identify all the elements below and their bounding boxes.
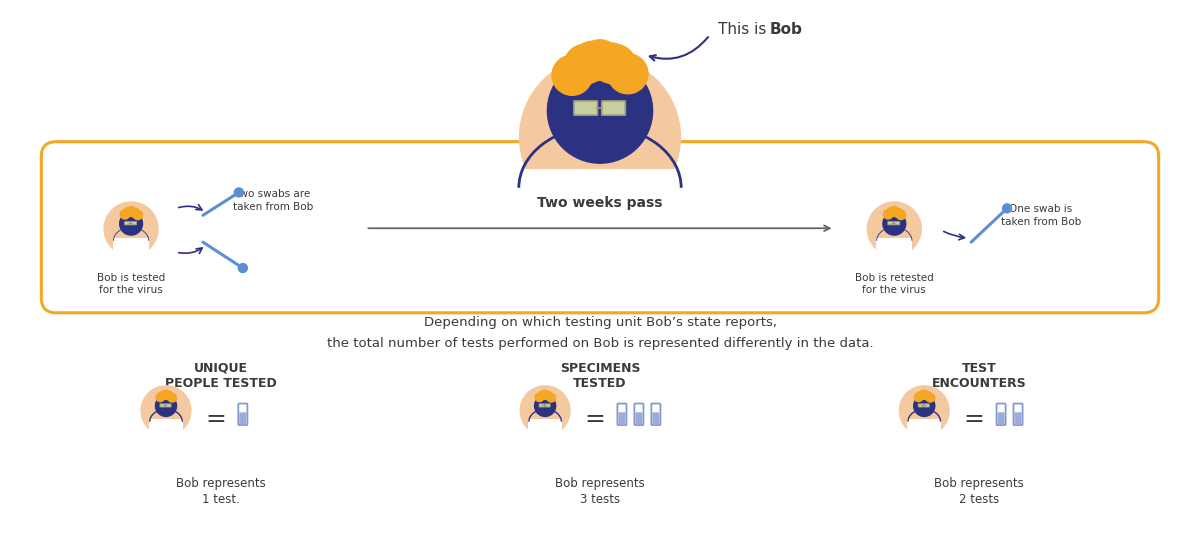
FancyBboxPatch shape	[1014, 404, 1022, 425]
Text: =: =	[584, 407, 606, 431]
Circle shape	[547, 393, 556, 402]
Text: Bob is tested
for the virus: Bob is tested for the virus	[97, 273, 166, 295]
Circle shape	[156, 393, 164, 402]
FancyBboxPatch shape	[653, 412, 660, 424]
Circle shape	[893, 208, 902, 217]
Circle shape	[541, 390, 550, 399]
Text: Bob represents
3 tests: Bob represents 3 tests	[556, 477, 644, 507]
Circle shape	[926, 393, 935, 402]
Circle shape	[913, 395, 935, 416]
Text: One swab is
taken from Bob: One swab is taken from Bob	[1001, 204, 1081, 227]
Circle shape	[538, 391, 546, 400]
FancyBboxPatch shape	[618, 412, 625, 424]
FancyBboxPatch shape	[239, 404, 247, 425]
Circle shape	[124, 208, 133, 217]
Circle shape	[595, 45, 636, 85]
Circle shape	[521, 386, 570, 436]
Circle shape	[899, 386, 949, 436]
FancyBboxPatch shape	[131, 222, 137, 225]
FancyBboxPatch shape	[652, 404, 660, 425]
Circle shape	[234, 188, 244, 197]
Circle shape	[120, 210, 130, 219]
FancyBboxPatch shape	[545, 404, 550, 407]
Circle shape	[1002, 204, 1012, 213]
Text: =: =	[205, 407, 227, 431]
Circle shape	[166, 392, 174, 400]
FancyBboxPatch shape	[888, 222, 894, 225]
Circle shape	[168, 393, 176, 402]
Text: TEST
ENCOUNTERS: TEST ENCOUNTERS	[931, 361, 1026, 390]
Circle shape	[520, 57, 680, 217]
Circle shape	[607, 54, 648, 94]
Circle shape	[534, 395, 556, 416]
Circle shape	[896, 210, 906, 219]
Text: Bob is retested
for the virus: Bob is retested for the virus	[854, 273, 934, 295]
Circle shape	[887, 208, 896, 217]
FancyBboxPatch shape	[924, 404, 929, 407]
Circle shape	[535, 393, 544, 402]
Circle shape	[162, 390, 170, 399]
FancyBboxPatch shape	[894, 222, 900, 225]
Text: Two weeks pass: Two weeks pass	[538, 196, 662, 210]
Circle shape	[917, 391, 925, 400]
Circle shape	[590, 43, 631, 83]
FancyBboxPatch shape	[166, 404, 172, 407]
Circle shape	[158, 391, 168, 400]
Text: This is: This is	[718, 23, 770, 37]
FancyBboxPatch shape	[510, 168, 690, 298]
Circle shape	[239, 263, 247, 272]
FancyBboxPatch shape	[125, 222, 131, 225]
FancyBboxPatch shape	[635, 412, 642, 424]
FancyBboxPatch shape	[996, 404, 1006, 425]
FancyBboxPatch shape	[149, 419, 182, 439]
Text: Bob: Bob	[769, 23, 803, 37]
Circle shape	[564, 45, 605, 85]
Circle shape	[156, 395, 176, 416]
Circle shape	[120, 212, 143, 235]
Circle shape	[142, 386, 191, 436]
Circle shape	[130, 208, 139, 217]
Circle shape	[126, 207, 136, 216]
Circle shape	[552, 55, 593, 95]
Circle shape	[923, 392, 932, 400]
Circle shape	[544, 392, 553, 400]
FancyBboxPatch shape	[997, 412, 1004, 424]
FancyBboxPatch shape	[41, 142, 1159, 313]
Text: the total number of tests performed on Bob is represented differently in the dat: the total number of tests performed on B…	[326, 337, 874, 350]
Circle shape	[883, 210, 893, 219]
FancyBboxPatch shape	[876, 238, 912, 260]
FancyBboxPatch shape	[528, 419, 562, 439]
Circle shape	[868, 202, 922, 256]
Text: =: =	[964, 407, 984, 431]
FancyBboxPatch shape	[239, 412, 246, 424]
FancyBboxPatch shape	[635, 404, 643, 425]
Circle shape	[889, 207, 899, 216]
FancyBboxPatch shape	[601, 101, 625, 115]
Text: Two swabs are
taken from Bob: Two swabs are taken from Bob	[233, 189, 313, 212]
Text: SPECIMENS
TESTED: SPECIMENS TESTED	[559, 361, 641, 390]
FancyBboxPatch shape	[113, 238, 149, 260]
Circle shape	[883, 212, 906, 235]
Text: Depending on which testing unit Bob’s state reports,: Depending on which testing unit Bob’s st…	[424, 316, 776, 329]
FancyBboxPatch shape	[1014, 412, 1021, 424]
Circle shape	[920, 390, 929, 399]
Text: Bob represents
1 test.: Bob represents 1 test.	[176, 477, 265, 507]
Circle shape	[547, 58, 653, 163]
FancyBboxPatch shape	[618, 404, 626, 425]
Text: UNIQUE
PEOPLE TESTED: UNIQUE PEOPLE TESTED	[166, 361, 277, 390]
FancyBboxPatch shape	[574, 101, 598, 115]
Circle shape	[572, 41, 612, 81]
Text: Bob represents
2 tests: Bob represents 2 tests	[935, 477, 1024, 507]
FancyBboxPatch shape	[160, 404, 166, 407]
Circle shape	[104, 202, 158, 256]
FancyBboxPatch shape	[907, 419, 941, 439]
FancyBboxPatch shape	[918, 404, 924, 407]
Circle shape	[914, 393, 923, 402]
FancyBboxPatch shape	[539, 404, 545, 407]
Circle shape	[580, 40, 620, 80]
Circle shape	[133, 210, 143, 219]
